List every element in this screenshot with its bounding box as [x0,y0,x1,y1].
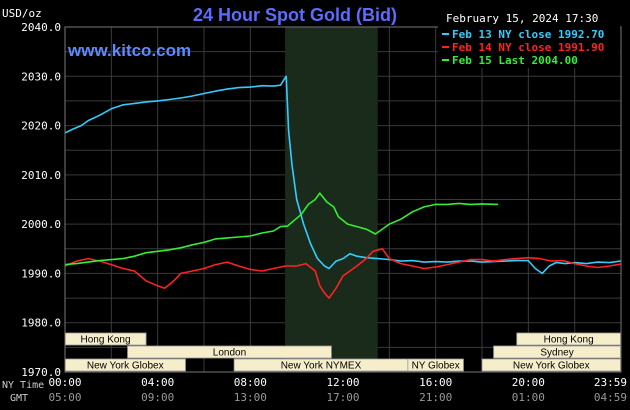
session-bar [127,345,332,359]
series-layer [64,75,621,299]
chart-timestamp: February 15, 2024 17:30 [446,12,598,25]
session-label: NY Globex [412,361,460,372]
x-tick-label-ny: 20:00 [512,376,545,389]
y-tick-label: 2020.0 [21,120,61,133]
site-watermark: www.kitco.com [67,41,191,60]
session-label: New York Globex [87,361,164,372]
x-tick-label-gmt: 01:00 [512,391,545,404]
session-label: London [213,348,246,359]
x-tick-label-gmt: 17:00 [326,391,359,404]
gmt-label: GMT [10,393,28,404]
x-tick-label-ny: 23:59 [594,376,627,389]
x-tick-label-gmt: 21:00 [419,391,452,404]
x-tick-label-gmt: 05:00 [48,391,81,404]
legend-entry: Feb 13 NY close 1992.70 [452,28,604,41]
plot-frame [64,26,622,373]
session-label: New York Globex [513,361,590,372]
ny-time-label: NY Time [2,380,44,391]
y-tick-label: 2040.0 [21,21,61,34]
session-label: Hong Kong [81,335,131,346]
nymex-highlight-band [285,27,378,372]
session-bar [407,358,464,372]
series-line-3 [64,192,499,266]
legend-box [438,26,620,68]
x-tick-label-ny: 12:00 [326,376,359,389]
x-tick-label-gmt: 04:59 [594,391,627,404]
series-line-2 [64,248,621,299]
highlight-layer [285,27,378,372]
axis-layer: 2040.0 2030.0 2020.0 2010.0 2000.0 1990.0 1980… [21,21,627,404]
x-tick-label-ny: 00:00 [48,376,81,389]
legend-entry: Feb 15 Last 2004.00 [452,54,578,67]
session-label: New York NYMEX [281,361,362,372]
session-layer: Hong Kong London New York Globex New York N… [64,332,621,372]
x-tick-label-gmt: 13:00 [234,391,267,404]
y-tick-label: 2000.0 [21,218,61,231]
series-line-1 [64,75,621,275]
x-tick-label-ny: 16:00 [419,376,452,389]
x-tick-label-ny: 08:00 [234,376,267,389]
y-tick-label: 1980.0 [21,317,61,330]
session-label: Sydney [540,348,573,359]
chart-title: 24 Hour Spot Gold (Bid) [193,5,397,25]
y-tick-label: 1990.0 [21,267,61,280]
session-label: Hong Kong [544,335,594,346]
x-tick-label-gmt: 09:00 [141,391,174,404]
y-tick-label: 2030.0 [21,70,61,83]
y-axis-unit-label: USD/oz [2,7,42,20]
legend-entry: Feb 14 NY close 1991.90 [452,41,604,54]
y-tick-label: 2010.0 [21,169,61,182]
y-tick-label: 1970.0 [21,366,61,379]
x-tick-label-ny: 04:00 [141,376,174,389]
